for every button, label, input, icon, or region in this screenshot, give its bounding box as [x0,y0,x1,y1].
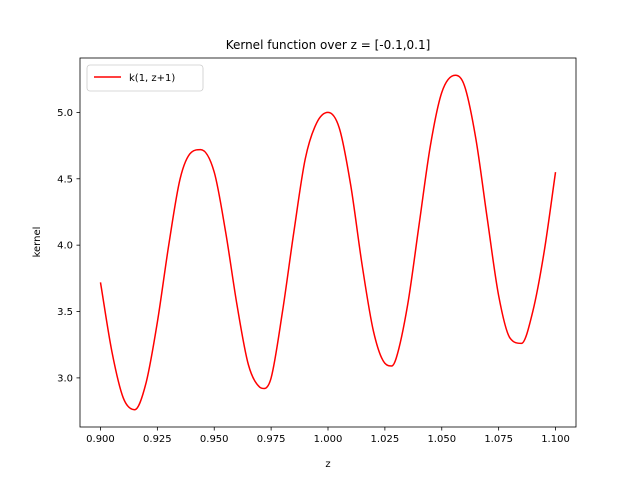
y-axis-ticks: 3.0 3.5 4.0 4.5 5.0 [57,108,80,384]
y-tick-label: 3.0 [57,373,73,384]
legend-box [86,64,204,92]
legend-entry-label: k(1, z+1) [129,73,175,84]
x-tick-label: 0.925 [143,434,172,445]
legend: k(1, z+1) [86,64,204,92]
series-layer [99,74,557,411]
x-axis-ticks: 0.900 0.925 0.950 0.975 1.000 1.025 1.050 1.075… [86,427,570,445]
x-tick-label: 1.025 [371,434,400,445]
x-tick-label: 1.050 [427,434,456,445]
chart-title: Kernel function over z = [-0.1,0.1] [226,38,431,52]
x-tick-label: 1.100 [541,434,570,445]
y-tick-label: 3.5 [57,307,73,318]
x-tick-label: 0.975 [257,434,286,445]
x-tick-label: 1.000 [314,434,343,445]
plot-frame [79,57,577,428]
y-axis-label: kernel [32,227,43,258]
y-tick-label: 4.5 [57,174,73,185]
y-tick-label: 4.0 [57,241,73,252]
series-line [99,74,557,411]
x-tick-label: 1.075 [484,434,513,445]
y-tick-label: 5.0 [57,108,73,119]
x-axis-label: z [325,459,330,470]
x-tick-label: 0.950 [200,434,229,445]
x-tick-label: 0.900 [86,434,115,445]
